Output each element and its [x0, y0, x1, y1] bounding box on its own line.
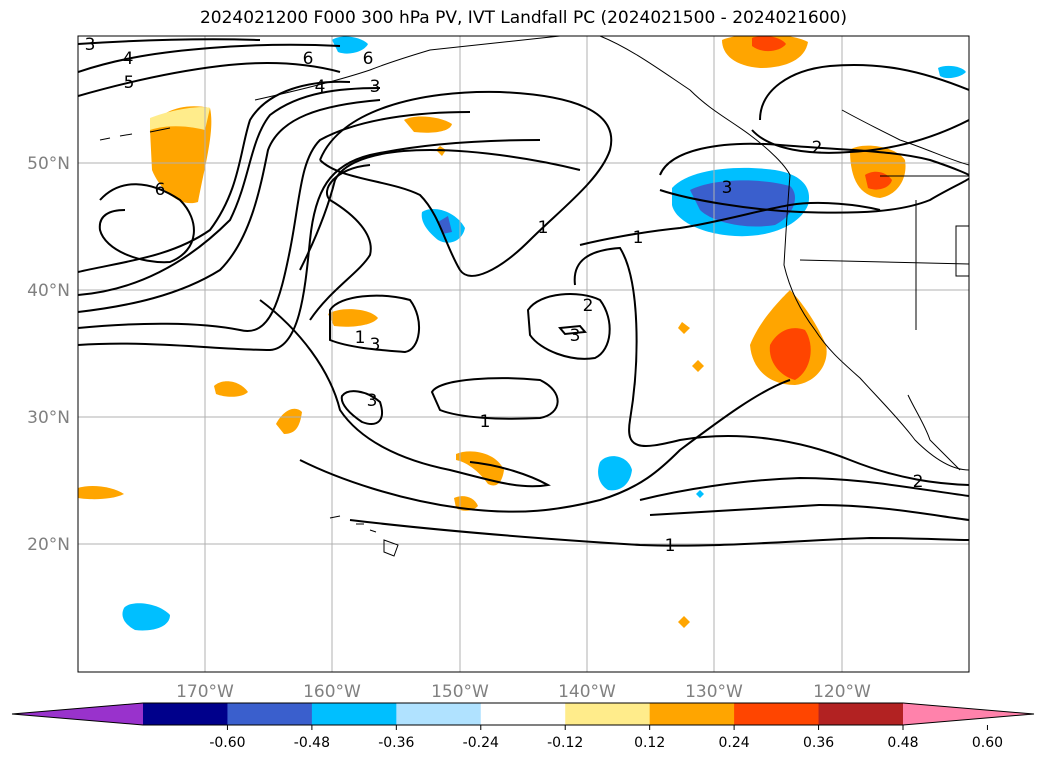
- contour-label: 3: [722, 178, 733, 198]
- contour-label: 1: [633, 228, 644, 248]
- graticule: [78, 36, 969, 672]
- contour-label: 1: [665, 536, 676, 556]
- colorbar-swatch: [143, 703, 228, 725]
- contour-label: 2: [583, 296, 594, 316]
- coastlines: [99, 36, 969, 557]
- lon-label: 150°W: [431, 682, 489, 702]
- contour-label: 3: [370, 335, 381, 355]
- lat-label: 40°N: [27, 281, 70, 301]
- colorbar-tick-label: 0.48: [887, 735, 918, 751]
- lat-label: 20°N: [27, 535, 70, 555]
- contour-labels: 3 4 5 6 6 4 3 6 3 1 1 2 3 1 3 1 2 2 1 3: [85, 35, 924, 556]
- contour-label: 5: [124, 73, 135, 93]
- colorbar-swatch: [227, 703, 313, 725]
- colorbar-swatch: [480, 703, 566, 725]
- lat-label: 30°N: [27, 408, 70, 428]
- colorbar-outline: [11, 702, 1035, 726]
- colorbar-extend-high: [903, 703, 1034, 725]
- longitude-labels: 170°W 160°W 150°W 140°W 130°W 120°W: [176, 682, 871, 702]
- contour-label: 3: [85, 35, 96, 55]
- contour-label: 1: [355, 328, 366, 348]
- contour-label: 3: [370, 77, 381, 97]
- colorbar-tick-label: -0.48: [294, 735, 330, 751]
- contour-label: 4: [123, 49, 134, 69]
- map-title: 2024021200 F000 300 hPa PV, IVT Landfall…: [199, 8, 847, 28]
- contour-label: 2: [812, 138, 823, 158]
- colorbar: -0.60 -0.48 -0.36 -0.24 -0.12 0.12 0.24 0.36 0.4…: [11, 702, 1035, 751]
- colorbar-tick-label: -0.12: [547, 735, 583, 751]
- colorbar-swatch: [649, 703, 735, 725]
- pv-contours: [78, 38, 969, 547]
- lon-label: 130°W: [685, 682, 743, 702]
- shaded-anomalies: [78, 36, 966, 631]
- colorbar-tick-label: -0.36: [378, 735, 414, 751]
- colorbar-tick-label: -0.60: [209, 735, 245, 751]
- lon-label: 120°W: [813, 682, 871, 702]
- colorbar-swatch: [734, 703, 820, 725]
- lon-label: 160°W: [303, 682, 361, 702]
- contour-label: 6: [155, 180, 166, 200]
- colorbar-tick-label: 0.36: [803, 735, 834, 751]
- contour-label: 1: [538, 218, 549, 238]
- lon-label: 140°W: [558, 682, 616, 702]
- contour-label: 1: [480, 412, 491, 432]
- contour-label: 4: [315, 77, 326, 97]
- contour-label: 6: [303, 49, 314, 69]
- colorbar-swatch: [311, 703, 397, 725]
- lat-label: 50°N: [27, 154, 70, 174]
- contour-label: 2: [913, 472, 924, 492]
- colorbar-swatch: [565, 703, 651, 725]
- colorbar-tick-label: -0.24: [463, 735, 499, 751]
- colorbar-swatch: [396, 703, 482, 725]
- contour-label: 3: [367, 391, 378, 411]
- colorbar-tick-label: 0.60: [972, 735, 1003, 751]
- map-frame: [77, 35, 970, 673]
- colorbar-swatch: [818, 703, 904, 725]
- map-panel: 3 4 5 6 6 4 3 6 3 1 1 2 3 1 3 1 2 2 1 3: [78, 35, 969, 672]
- lon-label: 170°W: [176, 682, 234, 702]
- contour-label: 6: [363, 49, 374, 69]
- colorbar-tick-label: 0.12: [634, 735, 665, 751]
- colorbar-extend-low: [12, 703, 143, 725]
- colorbar-tick-label: 0.24: [719, 735, 750, 751]
- latitude-labels: 50°N 40°N 30°N 20°N: [27, 154, 70, 555]
- contour-label: 3: [570, 326, 581, 346]
